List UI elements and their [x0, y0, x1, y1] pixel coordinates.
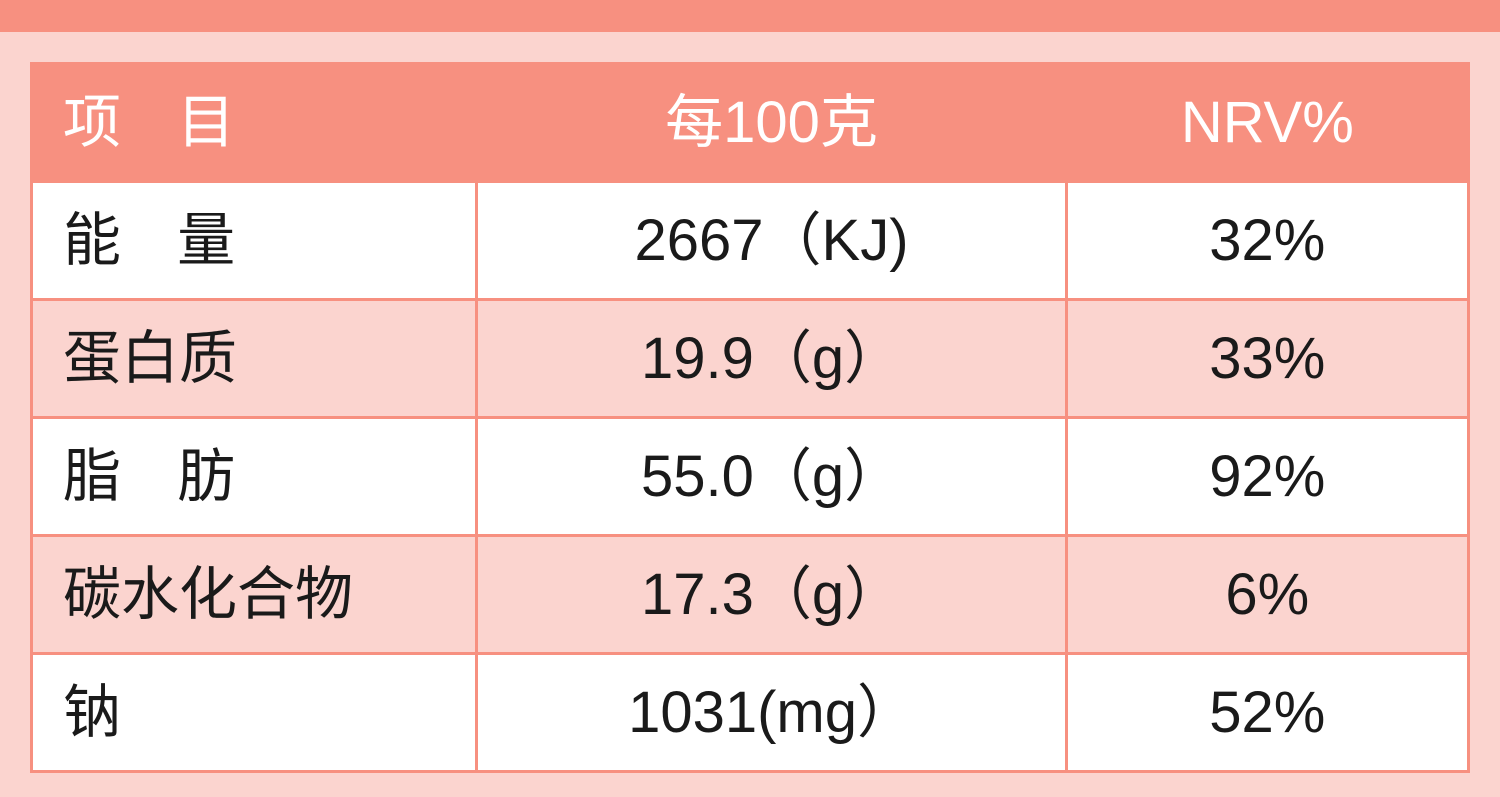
- col-header-item: 项 目: [32, 64, 477, 182]
- table-header-row: 项 目 每100克 NRV%: [32, 64, 1469, 182]
- cell-per100g: 19.9（g）: [477, 300, 1066, 418]
- col-header-nrv: NRV%: [1066, 64, 1468, 182]
- cell-nrv: 33%: [1066, 300, 1468, 418]
- top-accent-bar: [0, 0, 1500, 32]
- cell-per100g: 17.3（g）: [477, 536, 1066, 654]
- cell-item: 脂 肪: [32, 418, 477, 536]
- cell-item: 能 量: [32, 182, 477, 300]
- nutrition-table: 项 目 每100克 NRV% 能 量 2667（KJ) 32% 蛋白质 19.9…: [30, 62, 1470, 773]
- cell-per100g: 55.0（g）: [477, 418, 1066, 536]
- table-row: 蛋白质 19.9（g） 33%: [32, 300, 1469, 418]
- cell-item: 蛋白质: [32, 300, 477, 418]
- cell-item: 碳水化合物: [32, 536, 477, 654]
- table-row: 钠 1031(mg） 52%: [32, 654, 1469, 772]
- table-row: 碳水化合物 17.3（g） 6%: [32, 536, 1469, 654]
- table-row: 脂 肪 55.0（g） 92%: [32, 418, 1469, 536]
- cell-nrv: 52%: [1066, 654, 1468, 772]
- col-header-per100g: 每100克: [477, 64, 1066, 182]
- cell-per100g: 1031(mg）: [477, 654, 1066, 772]
- table-row: 能 量 2667（KJ) 32%: [32, 182, 1469, 300]
- cell-nrv: 32%: [1066, 182, 1468, 300]
- cell-per100g: 2667（KJ): [477, 182, 1066, 300]
- cell-nrv: 6%: [1066, 536, 1468, 654]
- cell-nrv: 92%: [1066, 418, 1468, 536]
- nutrition-table-wrap: 项 目 每100克 NRV% 能 量 2667（KJ) 32% 蛋白质 19.9…: [0, 32, 1500, 793]
- cell-item: 钠: [32, 654, 477, 772]
